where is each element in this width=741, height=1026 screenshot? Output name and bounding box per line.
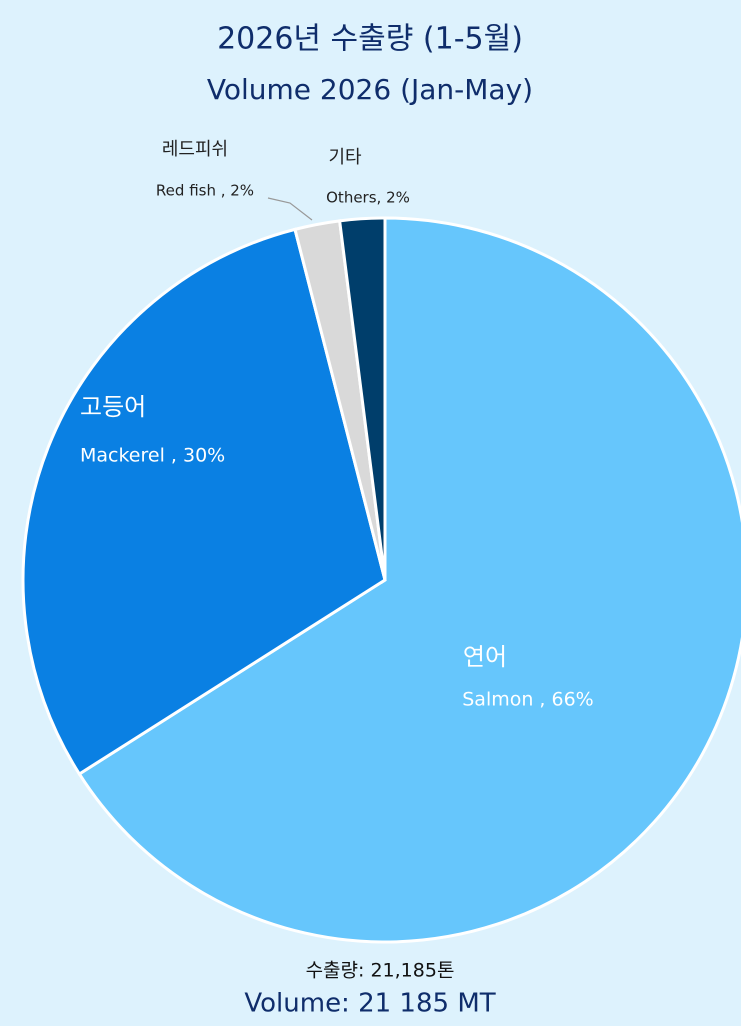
- leader-line: [267, 197, 313, 221]
- data-label: Others, 2%: [326, 189, 410, 207]
- chart-title: 2026년 수출량 (1-5월): [217, 22, 523, 57]
- pie-slice: [337, 216, 387, 581]
- annotation: Volume: 21 185 MT: [244, 989, 495, 1019]
- category-label: 고등어: [80, 393, 146, 421]
- chart-subtitle: Volume 2026 (Jan-May): [207, 73, 533, 106]
- data-label: Salmon , 66%: [462, 689, 594, 711]
- category-label: 레드피쉬: [162, 139, 228, 160]
- annotation: 수출량: 21,185톤: [306, 960, 455, 982]
- category-label: 기타: [328, 147, 362, 168]
- data-label: Red fish , 2%: [156, 182, 254, 200]
- category-label: 연어: [463, 643, 507, 671]
- pie-slice: [77, 216, 741, 944]
- pie-slice: [21, 227, 387, 777]
- data-label: Mackerel , 30%: [80, 445, 225, 467]
